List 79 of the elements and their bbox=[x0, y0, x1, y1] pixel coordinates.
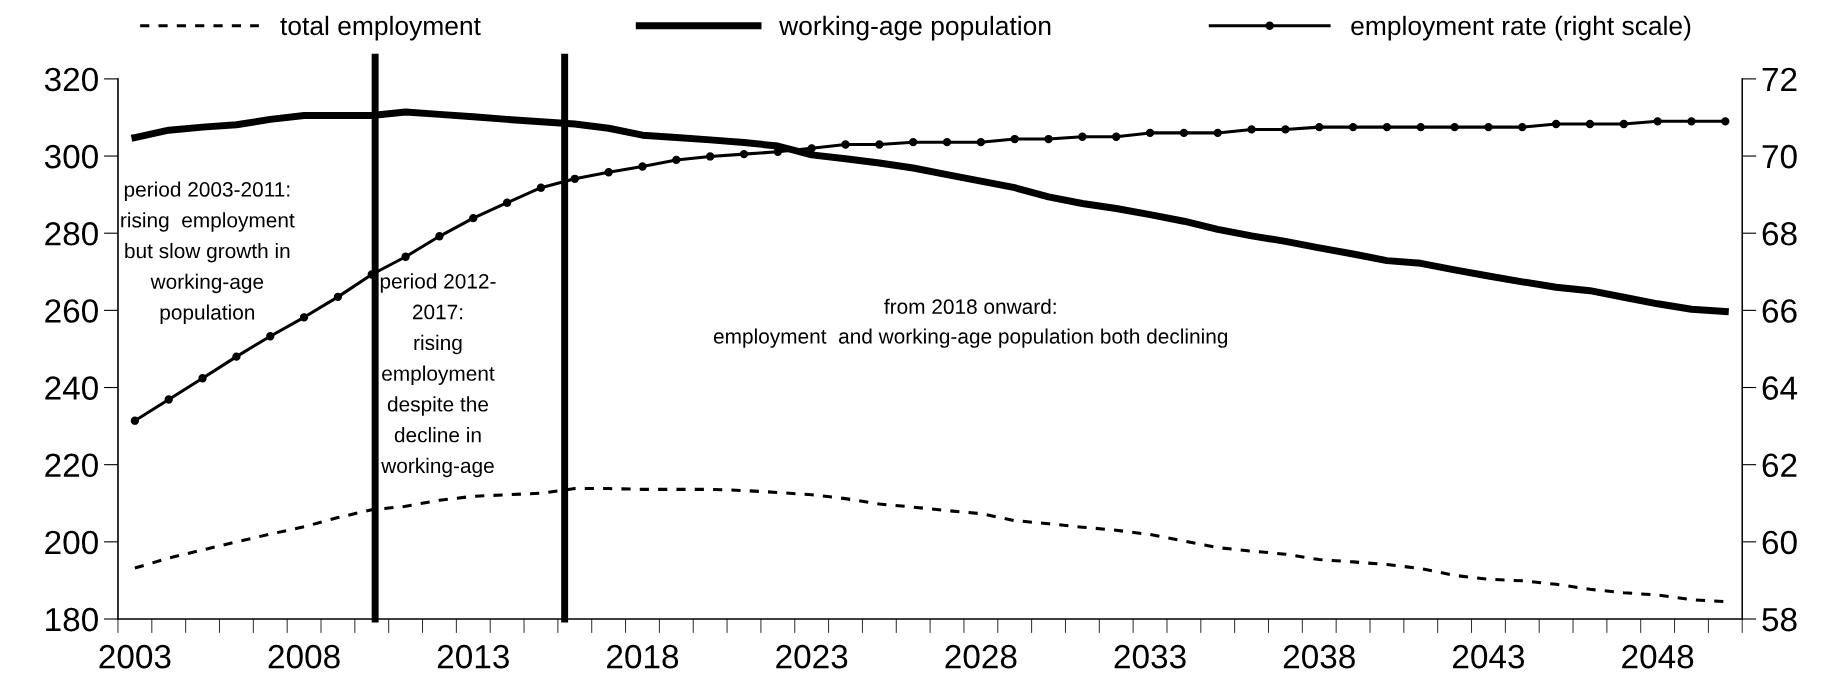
point bbox=[299, 313, 309, 322]
point bbox=[942, 137, 952, 147]
y-tick-label: 220 bbox=[45, 453, 98, 478]
legend-label: working-age population bbox=[779, 15, 1051, 41]
point bbox=[198, 374, 207, 383]
x-tick-label: 2048 bbox=[1622, 644, 1694, 669]
point bbox=[1653, 117, 1662, 126]
point bbox=[1213, 128, 1222, 138]
legend-label: employment rate (right scale) bbox=[1351, 15, 1691, 41]
x-tick-label: 2043 bbox=[1453, 644, 1525, 669]
point bbox=[1619, 119, 1628, 129]
y-tick-label: 180 bbox=[46, 607, 98, 632]
y2-tick-label: 66 bbox=[1762, 299, 1797, 323]
point bbox=[1382, 122, 1392, 132]
point bbox=[672, 155, 681, 165]
y2-tick-label: 62 bbox=[1762, 453, 1797, 478]
x-tick-label: 2023 bbox=[776, 644, 848, 669]
x-tick-label: 2033 bbox=[1114, 644, 1186, 669]
point bbox=[232, 352, 241, 361]
point bbox=[1348, 122, 1358, 132]
y-tick-label: 280 bbox=[45, 222, 98, 246]
point bbox=[1416, 122, 1425, 132]
y2-tick-label: 64 bbox=[1762, 376, 1798, 400]
point bbox=[1247, 125, 1256, 134]
point bbox=[841, 140, 850, 149]
point bbox=[333, 292, 343, 302]
point bbox=[1078, 132, 1087, 141]
y2-tick-label: 58 bbox=[1762, 607, 1797, 632]
y2-tick-label: 72 bbox=[1762, 67, 1797, 91]
point bbox=[604, 168, 613, 177]
x-tick-label: 2028 bbox=[945, 644, 1017, 669]
point bbox=[401, 252, 410, 261]
point bbox=[638, 162, 647, 171]
point bbox=[164, 395, 173, 404]
y2-tick-label: 60 bbox=[1762, 530, 1797, 555]
y-tick-label: 260 bbox=[45, 299, 98, 323]
point bbox=[1315, 122, 1324, 132]
point bbox=[435, 232, 444, 241]
point bbox=[875, 140, 884, 149]
point bbox=[570, 174, 579, 183]
x-tick-label: 2038 bbox=[1283, 644, 1355, 669]
x-tick-label: 2003 bbox=[99, 644, 171, 669]
annotation: period 2003-2011: rising employment but slow growth in working-age population bbox=[121, 181, 295, 324]
x-tick-label: 2013 bbox=[437, 644, 509, 669]
point bbox=[130, 416, 140, 425]
y2-tick-label: 68 bbox=[1762, 222, 1797, 246]
y-tick-label: 240 bbox=[45, 376, 98, 400]
x-tick-label: 2018 bbox=[607, 644, 679, 669]
point bbox=[739, 149, 749, 159]
point bbox=[1281, 125, 1290, 134]
point bbox=[1010, 134, 1019, 144]
y2-tick-label: 70 bbox=[1762, 144, 1797, 169]
y-tick-label: 300 bbox=[44, 144, 98, 169]
point bbox=[1450, 122, 1459, 132]
point bbox=[1484, 122, 1493, 132]
point bbox=[976, 137, 986, 147]
point bbox=[909, 137, 918, 147]
y-tick-label: 320 bbox=[44, 67, 98, 92]
point bbox=[536, 183, 546, 192]
point bbox=[1721, 117, 1730, 126]
annotation: period 2012- 2017: rising employment despite the decline in working-age bbox=[380, 273, 496, 478]
point bbox=[705, 152, 715, 161]
annotation: from 2018 onward: bbox=[884, 298, 1056, 315]
annotation: employment and working-age population both declining bbox=[713, 328, 1228, 348]
x-tick-label: 2008 bbox=[268, 644, 340, 669]
point bbox=[1179, 128, 1189, 138]
point bbox=[1585, 119, 1595, 129]
legend-label: total employment bbox=[280, 15, 481, 41]
point bbox=[1518, 122, 1527, 132]
point bbox=[807, 144, 816, 153]
point bbox=[1044, 134, 1053, 144]
point bbox=[1687, 117, 1696, 126]
y-tick-label: 200 bbox=[45, 530, 98, 555]
point bbox=[266, 332, 275, 341]
point bbox=[469, 213, 478, 223]
point bbox=[1145, 128, 1155, 138]
point bbox=[1112, 132, 1121, 141]
point bbox=[1551, 119, 1561, 129]
point bbox=[502, 198, 512, 207]
